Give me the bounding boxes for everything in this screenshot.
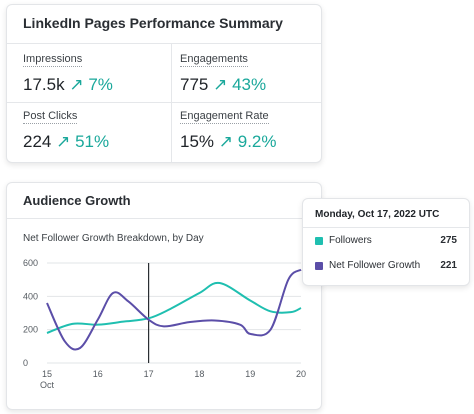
trend-up-icon: ↗ [69,75,84,94]
metric-value: 17.5k [23,75,65,94]
tooltip-series-name: Followers [329,235,372,246]
growth-title: Audience Growth [23,193,131,208]
metric-value: 224 [23,132,52,151]
y-tick-label: 0 [23,358,28,368]
tooltip-series-name: Net Follower Growth [329,260,421,271]
x-tick-label: 15 [42,369,52,379]
x-tick-label: 17 [144,369,154,379]
y-tick-label: 600 [23,258,38,268]
tooltip-row-followers: Followers 275 [315,235,457,249]
summary-divider [7,43,321,44]
metric-engagement-rate[interactable]: Engagement Rate 15% ↗ 9.2% [180,110,330,168]
legend-swatch [315,262,323,270]
metric-label: Engagement Rate [180,110,269,124]
x-tick-label: 18 [194,369,204,379]
metric-delta: 7% [88,75,113,94]
metric-value: 775 [180,75,209,94]
growth-divider [7,218,321,219]
tooltip-divider [303,227,469,228]
metric-value: 15% [180,132,215,151]
summary-title: LinkedIn Pages Performance Summary [23,15,283,31]
audience-growth-card: Audience Growth Net Follower Growth Brea… [6,182,322,410]
metric-delta: 43% [232,75,267,94]
x-tick-label: 19 [245,369,255,379]
x-sub-label: Oct [40,380,55,390]
metric-label: Engagements [180,53,248,67]
metric-value-row: 775 ↗ 43% [180,75,266,95]
metric-delta: 9.2% [237,132,277,151]
metric-value-row: 17.5k ↗ 7% [23,75,113,95]
tooltip-date: Monday, Oct 17, 2022 UTC [315,209,440,220]
summary-vertical-divider [171,44,172,162]
chart-tooltip: Monday, Oct 17, 2022 UTC Followers 275 N… [302,198,470,286]
metric-impressions[interactable]: Impressions 17.5k ↗ 7% [23,53,173,111]
y-tick-label: 400 [23,291,38,301]
metric-value-row: 224 ↗ 51% [23,132,109,152]
tooltip-row-net-follower-growth: Net Follower Growth 221 [315,260,457,274]
metric-value-row: 15% ↗ 9.2% [180,132,277,152]
trend-up-icon: ↗ [218,132,234,151]
follower-growth-chart[interactable]: 0 200 400 600 15 16 17 18 19 20 Oct [7,183,321,409]
summary-horizontal-divider [7,102,321,103]
x-tick-label: 16 [93,369,103,379]
series-line-net-follower-growth [46,268,302,351]
y-tick-label: 200 [23,325,38,335]
metric-engagements[interactable]: Engagements 775 ↗ 43% [180,53,330,111]
metric-post-clicks[interactable]: Post Clicks 224 ↗ 51% [23,110,173,168]
legend-swatch [315,237,323,245]
tooltip-series-value: 275 [440,235,457,246]
performance-summary-card: LinkedIn Pages Performance Summary Impre… [6,4,322,163]
trend-up-icon: ↗ [213,75,228,94]
metric-label: Impressions [23,53,83,67]
metric-delta: 51% [75,132,110,151]
trend-up-icon: ↗ [56,132,71,151]
metric-label: Post Clicks [23,110,78,124]
chart-subtitle: Net Follower Growth Breakdown, by Day [23,233,204,244]
tooltip-series-value: 221 [440,260,457,271]
x-tick-label: 20 [296,369,306,379]
